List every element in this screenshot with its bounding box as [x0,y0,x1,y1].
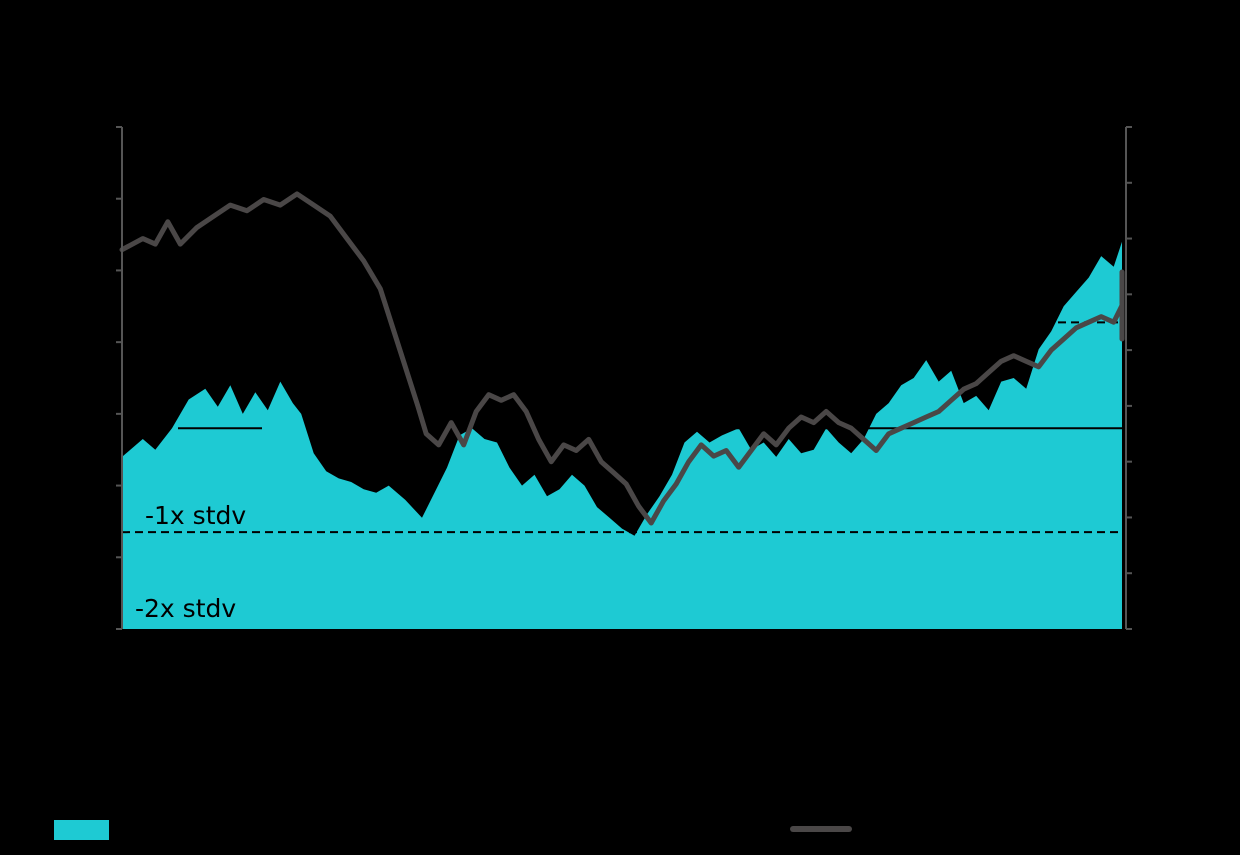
line-series-1 [119,191,1125,526]
reference-label-3: -1x stdv [145,501,246,530]
reference-labels-layer: 2x stdv 1x stdv -1x stdv -2x stdv [135,189,1048,623]
axes-layer [116,126,1132,630]
line-series-layer [119,191,1125,526]
reference-label-4: -2x stdv [135,594,236,623]
reference-label-1: 1x stdv [945,291,1037,320]
legend-line-swatch [790,826,852,832]
legend-area-swatch [54,820,109,840]
reference-label-0: 2x stdv [956,189,1048,218]
